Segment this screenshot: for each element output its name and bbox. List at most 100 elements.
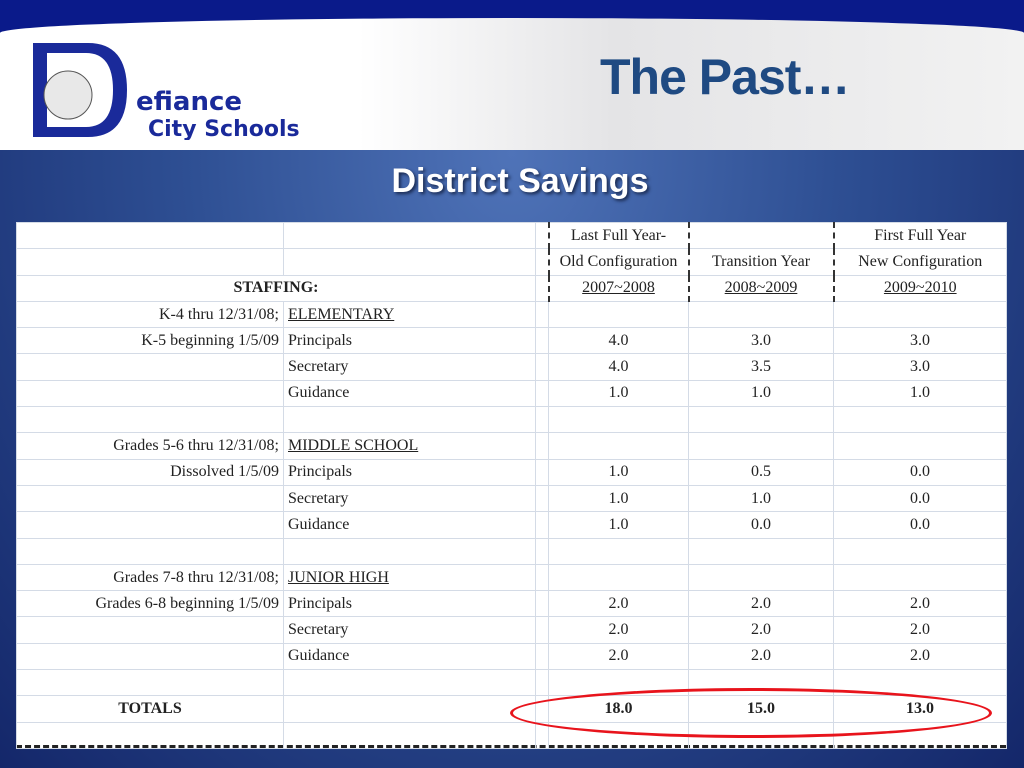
spacer-cell <box>535 642 549 671</box>
table-cell: Secretary <box>283 353 536 381</box>
spacer-cell <box>535 406 549 434</box>
table-cell <box>16 616 284 644</box>
table-cell <box>688 537 834 565</box>
table-row: Secretary 1.0 1.0 0.0 <box>16 484 1007 513</box>
table-cell: JUNIOR HIGH <box>283 563 536 592</box>
table-cell <box>548 406 689 434</box>
table-cell <box>283 406 536 434</box>
table-cell <box>283 695 536 723</box>
svg-text:City Schools: City Schools <box>148 117 300 140</box>
table-cell: First Full Year <box>832 221 1007 250</box>
table-row: K-4 thru 12/31/08; ELEMENTARY <box>16 300 1007 329</box>
table-cell: 2.0 <box>688 590 834 618</box>
table-cell: 3.0 <box>833 353 1007 381</box>
slide-title: The Past… <box>600 49 850 105</box>
table-cell: 2.0 <box>548 590 689 618</box>
table-row <box>16 537 1007 565</box>
table-cell: Principals <box>283 590 536 618</box>
table-row: Secretary 2.0 2.0 2.0 <box>16 616 1007 644</box>
table-cell: 2008~2009 <box>687 274 834 302</box>
table-cell: 1.0 <box>548 511 689 539</box>
table-cell: 2.0 <box>548 642 689 671</box>
table-row <box>16 406 1007 434</box>
spacer-cell <box>535 563 549 592</box>
table-cell <box>16 669 284 697</box>
table-cell: TOTALS <box>16 695 284 723</box>
table-cell <box>16 248 284 276</box>
table-cell: 4.0 <box>548 327 689 355</box>
table-cell <box>16 379 284 408</box>
table-cell: Secretary <box>283 484 536 513</box>
spacer-cell <box>535 484 549 513</box>
table-cell <box>16 353 284 381</box>
table-cell <box>16 484 284 513</box>
slide-subtitle: District Savings <box>391 162 649 200</box>
table-cell <box>688 563 834 592</box>
spacer-cell <box>535 669 549 697</box>
table-cell: 2.0 <box>833 616 1007 644</box>
table-cell <box>16 721 284 749</box>
table-cell: 2009~2010 <box>832 274 1007 302</box>
spacer-cell <box>535 300 549 329</box>
table-cell <box>16 511 284 539</box>
table-cell <box>548 432 689 460</box>
table-cell: K-4 thru 12/31/08; <box>16 300 284 329</box>
table-cell: Guidance <box>283 642 536 671</box>
table-cell <box>833 563 1007 592</box>
table-cell: 2.0 <box>833 642 1007 671</box>
table-cell <box>16 406 284 434</box>
spacer-cell <box>535 432 549 460</box>
table-cell: 1.0 <box>548 458 689 486</box>
table-cell: Dissolved 1/5/09 <box>16 458 284 486</box>
table-row: K-5 beginning 1/5/09 Principals 4.0 3.0 3.0 <box>16 327 1007 355</box>
table-cell <box>548 300 689 329</box>
table-row: Guidance 1.0 1.0 1.0 <box>16 379 1007 408</box>
table-cell <box>16 221 284 250</box>
spacer-cell <box>535 274 549 302</box>
staffing-table: Last Full Year- First Full Year Old Config… <box>16 221 1007 749</box>
table-cell: 0.0 <box>833 484 1007 513</box>
table-row: Grades 6-8 beginning 1/5/09 Principals 2.0… <box>16 590 1007 618</box>
spacer-cell <box>535 590 549 618</box>
table-cell: 2.0 <box>833 590 1007 618</box>
header-row: STAFFING: 2007~2008 2008~2009 2009~2010 <box>16 274 1007 302</box>
table-cell: 2.0 <box>688 642 834 671</box>
totals-highlight-oval <box>510 688 992 738</box>
table-cell: 3.0 <box>688 327 834 355</box>
table-cell: 1.0 <box>688 379 834 408</box>
spacer-cell <box>535 379 549 408</box>
table-cell <box>283 669 536 697</box>
table-cell <box>688 432 834 460</box>
table-cell: Secretary <box>283 616 536 644</box>
table-cell: Last Full Year- <box>547 221 689 250</box>
table-row: Secretary 4.0 3.5 3.0 <box>16 353 1007 381</box>
table-cell: STAFFING: <box>16 274 536 302</box>
spacer-cell <box>535 221 549 250</box>
spacer-cell <box>535 616 549 644</box>
table-cell <box>283 221 536 250</box>
table-cell: K-5 beginning 1/5/09 <box>16 327 284 355</box>
table-cell: 2.0 <box>548 616 689 644</box>
table-cell: 1.0 <box>833 379 1007 408</box>
table-cell: 2007~2008 <box>547 274 689 302</box>
spacer-cell <box>535 353 549 381</box>
table-cell: Guidance <box>283 511 536 539</box>
table-cell <box>283 248 536 276</box>
table-cell: Guidance <box>283 379 536 408</box>
table-cell: Grades 5-6 thru 12/31/08; <box>16 432 284 460</box>
table-row: Guidance 2.0 2.0 2.0 <box>16 642 1007 671</box>
table-row: Grades 5-6 thru 12/31/08; MIDDLE SCHOOL <box>16 432 1007 460</box>
table-cell: ELEMENTARY <box>283 300 536 329</box>
table-cell <box>833 300 1007 329</box>
table-cell: 0.0 <box>833 511 1007 539</box>
table-cell: Principals <box>283 327 536 355</box>
table-cell: Grades 7-8 thru 12/31/08; <box>16 563 284 592</box>
table-cell <box>548 563 689 592</box>
table-cell <box>833 406 1007 434</box>
table-cell <box>833 432 1007 460</box>
table-cell: 1.0 <box>548 484 689 513</box>
table-cell: MIDDLE SCHOOL <box>283 432 536 460</box>
table-cell: Transition Year <box>687 248 834 276</box>
spacer-cell <box>535 511 549 539</box>
table-cell <box>16 537 284 565</box>
